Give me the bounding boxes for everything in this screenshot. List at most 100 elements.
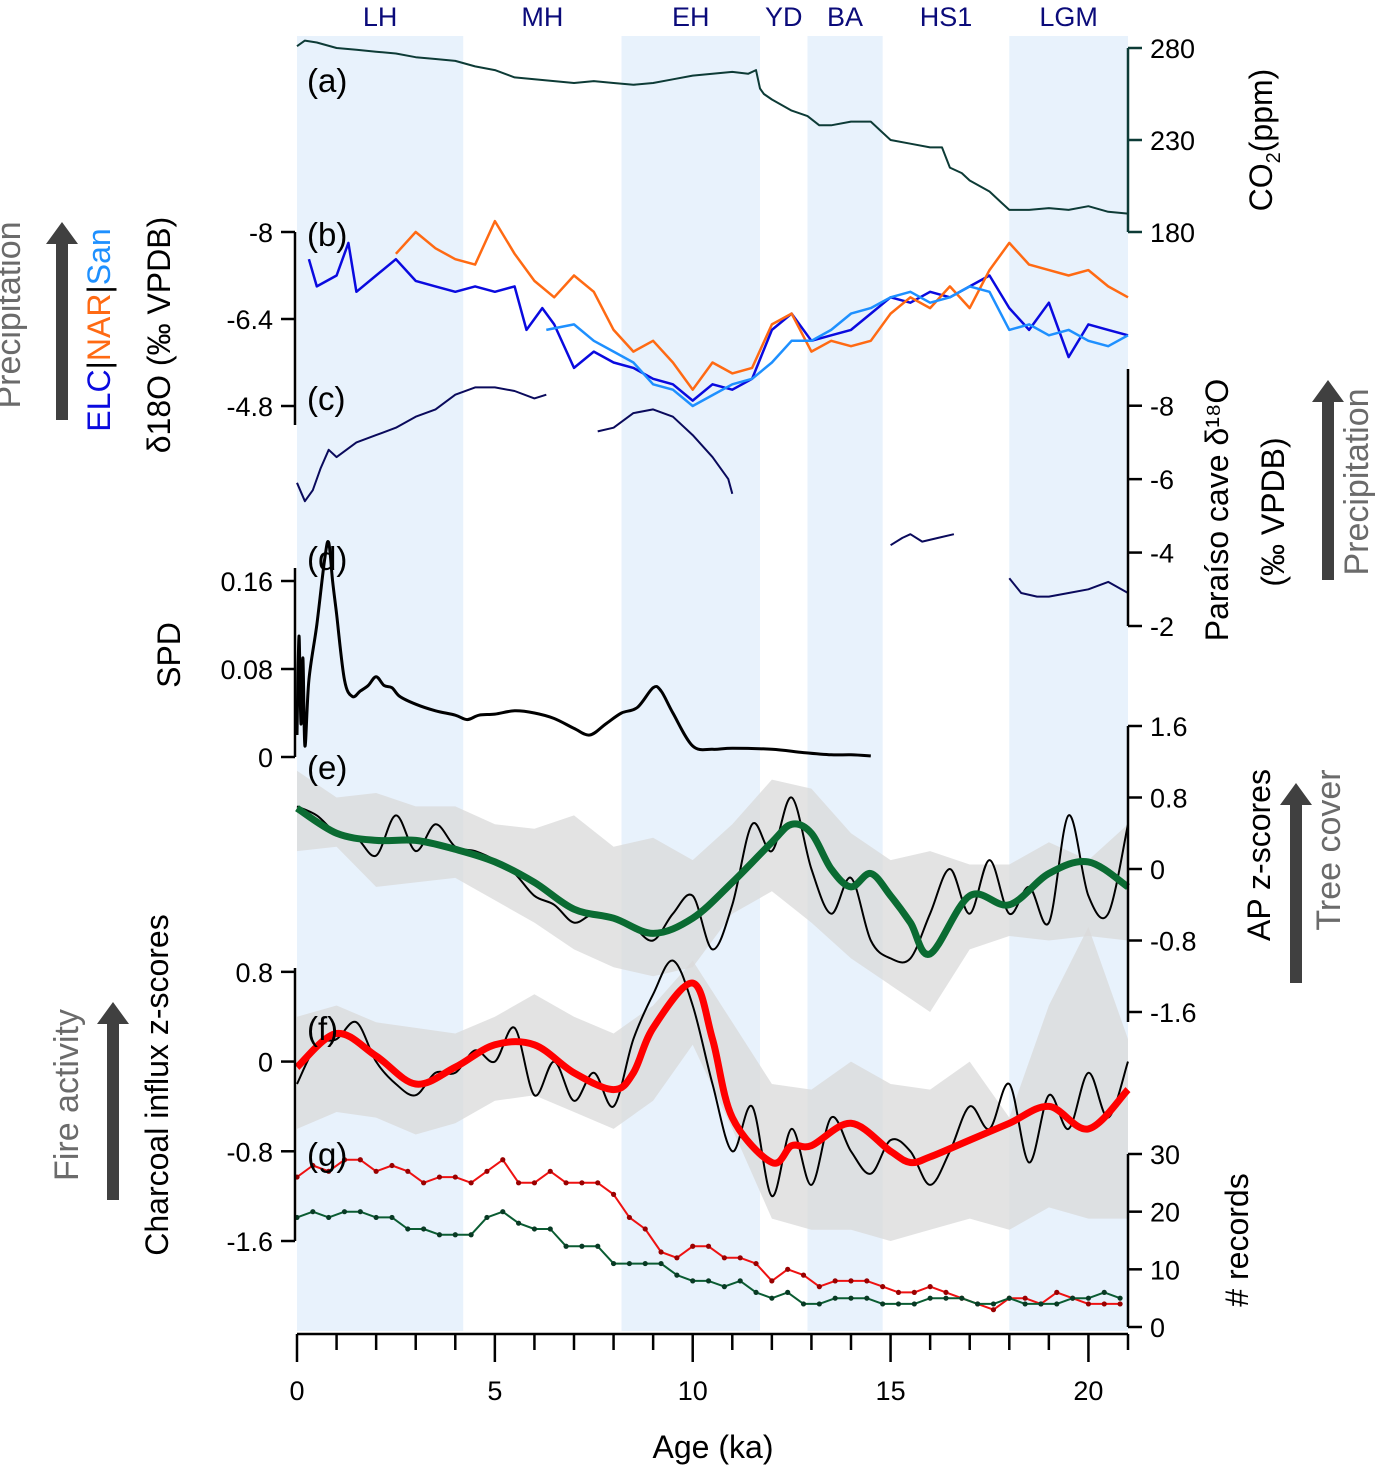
series-g-pollen-records-point	[769, 1295, 775, 1301]
series-g-pollen-records-point	[610, 1260, 617, 1267]
series-g-charcoal-records-point	[436, 1174, 443, 1180]
series-g-pollen-records-point	[547, 1226, 553, 1232]
series-g-charcoal-records-point	[421, 1180, 427, 1186]
y-tick-label-f: 0	[258, 1048, 273, 1078]
y-tick-label-b: -6.4	[226, 305, 273, 335]
series-b-elc	[307, 241, 1129, 402]
y-tick-label-e: -0.8	[1150, 927, 1197, 957]
series-g-pollen-records-point	[816, 1301, 822, 1307]
series-g-charcoal-records-point	[769, 1278, 775, 1284]
series-a-co2	[296, 39, 1129, 215]
series-g-pollen-records-point	[1070, 1295, 1076, 1301]
series-g-charcoal-records-point	[690, 1243, 696, 1249]
y-tick-label-e: 1.6	[1150, 712, 1188, 742]
series-g-charcoal-records-point	[341, 1157, 348, 1163]
series-g-pollen-records-point	[357, 1209, 363, 1215]
indicator-tree-cover: Tree cover	[1310, 769, 1348, 930]
series-g-charcoal-records-point	[674, 1255, 680, 1261]
series-g-charcoal-records-point	[800, 1272, 807, 1278]
series-g-pollen-records-point	[1117, 1295, 1123, 1301]
series-g-pollen-records-point	[1054, 1301, 1060, 1307]
x-axis-title: Age (ka)	[653, 1429, 774, 1465]
y-axis-title-d: SPD	[151, 622, 187, 688]
series-d-spd	[295, 540, 871, 758]
legend-san: San	[81, 228, 117, 285]
series-g-pollen-records-point	[1006, 1295, 1012, 1301]
series-g-charcoal-records-point	[642, 1226, 648, 1232]
series-g-charcoal-records-point	[626, 1214, 633, 1221]
series-g-charcoal-records-point	[405, 1168, 411, 1174]
y-tick-label-b: -8	[249, 218, 273, 248]
series-g-charcoal-records-point	[579, 1180, 585, 1186]
series-g-charcoal-records-point	[1117, 1301, 1123, 1307]
series-g-charcoal-records-point	[927, 1284, 933, 1290]
panel-label-c: (c)	[307, 380, 345, 417]
series-g-charcoal-records-point	[737, 1255, 743, 1261]
series-g-pollen-records-point	[721, 1284, 727, 1290]
series-g-charcoal-records-point	[531, 1180, 538, 1186]
panel-label-e: (e)	[307, 749, 347, 786]
period-label-eh: EH	[672, 2, 710, 32]
panel-label-b: (b)	[307, 216, 347, 253]
series-g-pollen-records-point	[642, 1260, 648, 1267]
y-tick-label-a: 180	[1150, 218, 1195, 248]
series-g-charcoal-records-point	[1054, 1289, 1060, 1295]
series-g-charcoal-records-point	[848, 1278, 854, 1284]
y-tick-label-e: 0	[1150, 855, 1165, 885]
series-g-pollen-records-point	[737, 1278, 743, 1284]
indicator-precipitation-right: Precipitation	[1338, 388, 1376, 575]
series-g-charcoal-records-point	[753, 1260, 759, 1267]
y-tick-label-a: 230	[1150, 126, 1195, 156]
series-g-pollen-records-point	[1022, 1301, 1028, 1307]
series-g-pollen-records-point	[421, 1226, 427, 1232]
x-tick-label: 10	[678, 1376, 708, 1406]
series-g-pollen-records-point	[389, 1214, 395, 1221]
series-g-pollen-records-point	[500, 1209, 506, 1215]
x-tick-label: 0	[289, 1376, 304, 1406]
series-g-charcoal-records-point	[610, 1191, 617, 1197]
series-g-charcoal-records-point	[832, 1278, 838, 1284]
period-label-hs1: HS1	[920, 2, 973, 32]
y-tick-label-g: 30	[1150, 1140, 1180, 1170]
legend-nar: NAR	[81, 294, 117, 362]
panel-label-a: (a)	[307, 62, 347, 99]
series-g-pollen-records-point	[531, 1226, 538, 1232]
series-b-san	[546, 285, 1129, 408]
series-g-pollen-records-point	[579, 1243, 585, 1249]
series-g-charcoal-records-point	[516, 1180, 522, 1186]
arrow-up-icon	[1280, 783, 1312, 983]
series-c-paraiso-4	[1008, 577, 1129, 598]
y-tick-label-f: -0.8	[226, 1137, 273, 1167]
series-g-pollen-records-point	[452, 1232, 458, 1238]
period-labels: LH MH EH YD BA HS1 LGM	[363, 2, 1098, 32]
axis-titles: (a) (b) (c) (d) (e) (f) (g) Age (ka) CO2(ppm) ELC…	[0, 62, 1376, 1465]
series-g-charcoal-records-point	[1085, 1301, 1092, 1307]
series-c-paraiso-1	[296, 386, 547, 503]
axes: 280 230 180 -8 -6.4 -4.8 -8 -6 -4 -2 0 0.08 0.16 1.6 0…	[220, 34, 1196, 1406]
series-g-charcoal-records-point	[785, 1266, 791, 1272]
series-g-pollen-records-point	[959, 1295, 965, 1301]
series-g-charcoal-records-point	[595, 1180, 601, 1186]
series-g-charcoal-records-point	[705, 1243, 712, 1249]
y-tick-label-e: 0.8	[1150, 784, 1188, 814]
series-g-charcoal-records-point	[911, 1289, 917, 1295]
panel-label-d: (d)	[307, 540, 347, 577]
y-axis-title-e: AP z-scores	[1241, 769, 1277, 941]
series-g-pollen-records-point	[436, 1232, 443, 1238]
x-tick-label: 5	[487, 1376, 502, 1406]
series-g-pollen-records-point	[373, 1214, 379, 1221]
series-g-charcoal-records-point	[484, 1168, 490, 1174]
series-g-charcoal-records-point	[1101, 1301, 1107, 1307]
panel-label-g: (g)	[307, 1136, 347, 1173]
y-tick-label-c: -6	[1150, 465, 1174, 495]
period-label-yd: YD	[765, 2, 803, 32]
series-g-pollen-records-point	[800, 1301, 807, 1307]
series-g-pollen-records-point	[516, 1220, 522, 1226]
series-g-pollen-records-point	[341, 1209, 348, 1215]
series-g-pollen-records-point	[895, 1301, 902, 1307]
series-c-paraiso-2	[597, 408, 734, 495]
series-g-charcoal-records-point	[816, 1284, 822, 1290]
series-g-pollen-records-point	[1038, 1301, 1044, 1307]
series-g-pollen-records-point	[880, 1301, 886, 1307]
series-g-charcoal-records-point	[721, 1255, 727, 1261]
